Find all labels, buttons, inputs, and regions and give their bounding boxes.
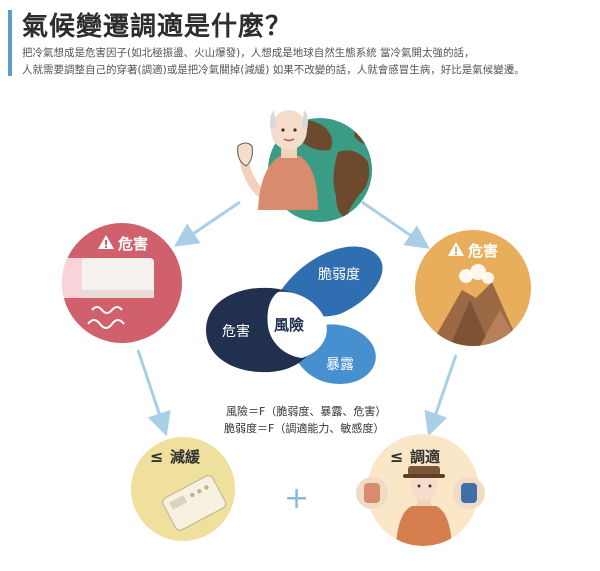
formula-risk: 風險＝F（脆弱度、暴露、危害）	[226, 404, 386, 418]
mitigation-label: 減緩	[170, 448, 201, 466]
mitigation-circle: ≤ 減緩	[131, 437, 235, 541]
mitigation-le-symbol: ≤	[150, 447, 163, 466]
arrows	[136, 200, 458, 437]
hazard-right-circle: 危害	[415, 230, 531, 346]
intro-line-2: 人就需要調整自己的穿著(調適)或是把冷氣關掉(減緩) 如果不改變的話，人就會感冒…	[22, 64, 525, 76]
adaptation-label: 調適	[410, 448, 440, 466]
arrow-left-down	[136, 349, 171, 437]
formula-vulnerability: 脆弱度＝F（調適能力、敏感度）	[224, 421, 384, 435]
sweater-icon	[356, 477, 388, 509]
intro-line-1: 把冷氣想成是危害因子(如北極振盪、火山爆發)，人想成是地球自然生態系統 當冷氣開…	[22, 47, 475, 59]
intro-text: 把冷氣想成是危害因子(如北極振盪、火山爆發)，人想成是地球自然生態系統 當冷氣開…	[22, 45, 592, 79]
venn-vulnerability-label: 脆弱度	[318, 266, 360, 283]
venn-hazard-label: 危害	[222, 324, 250, 340]
risk-venn: 脆弱度 危害 暴露 風險	[206, 246, 383, 384]
venn-risk-label: 風險	[274, 316, 304, 334]
warning-icon	[448, 242, 464, 256]
venn-risk-core	[267, 291, 327, 358]
adaptation-circle: ≤ 調適	[356, 434, 485, 546]
hazard-left-label: 危害	[118, 235, 148, 253]
hazard-right-label: 危害	[468, 242, 498, 260]
arrow-person-to-left	[174, 200, 241, 247]
venn-exposure-label: 暴露	[326, 357, 354, 373]
plus-sign: +	[284, 481, 309, 516]
jacket-icon	[453, 477, 485, 509]
warning-icon	[98, 235, 114, 249]
arrow-right-down	[424, 354, 458, 437]
hazard-left-circle: 危害	[62, 223, 182, 343]
page-title: 氣候變遷調適是什麼？	[22, 12, 293, 42]
person-globe-illustration	[237, 110, 372, 222]
arrow-person-to-right	[361, 200, 430, 249]
title-accent-bar	[8, 10, 12, 76]
adaptation-le-symbol: ≤	[390, 447, 403, 466]
